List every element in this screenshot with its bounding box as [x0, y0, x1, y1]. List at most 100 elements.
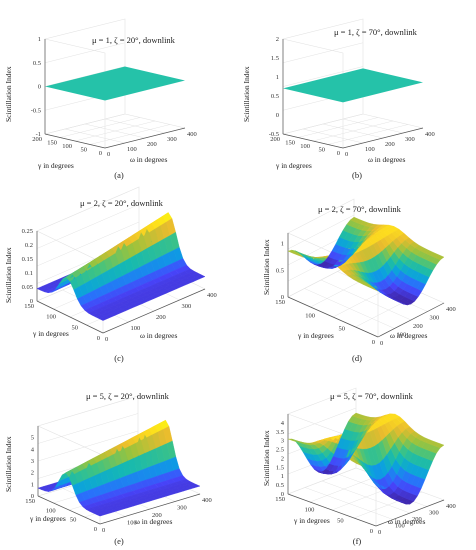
- axis-line: [287, 493, 377, 527]
- grid-line: [104, 118, 166, 134]
- x-tick-label: 200: [156, 314, 166, 321]
- axis-line: [282, 133, 344, 149]
- y-axis-label: γ in degrees: [298, 331, 334, 340]
- x-tick-label: 400: [446, 503, 456, 510]
- grid-line: [37, 413, 139, 444]
- z-tick-label: 2: [31, 470, 34, 477]
- panel-label: (a): [114, 170, 124, 180]
- z-axis-label: Scintillation Index: [242, 66, 251, 122]
- z-tick-label: 0.15: [22, 256, 33, 263]
- tick-labels: 0 0.5 1 0 100 200 300 400 0 50 100 150: [275, 241, 456, 347]
- z-tick-label: 0.25: [22, 228, 33, 235]
- z-tick-label: 1: [281, 241, 284, 248]
- y-tick-label: 0: [97, 335, 100, 342]
- axis-line: [287, 296, 379, 338]
- x-axis-label: ω in degrees: [368, 155, 406, 164]
- z-axis-label: Scintillation Index: [4, 66, 13, 122]
- panel-label: (f): [352, 536, 362, 546]
- panel-e: 0 1 2 3 4 5 0 100 200 300 400 0 50 100 150 μ = 5, ζ = …: [0, 366, 238, 549]
- grid-line: [287, 214, 355, 250]
- x-tick-label: 300: [429, 510, 439, 517]
- grid-line: [74, 120, 156, 142]
- y-tick-label: 200: [270, 136, 280, 143]
- surface-patch: [190, 484, 201, 489]
- z-tick-label: 5: [31, 435, 34, 442]
- axis-line: [44, 133, 106, 149]
- x-tick-label: 300: [430, 315, 440, 322]
- x-tick-label: 100: [127, 146, 137, 153]
- x-tick-label: 0: [102, 527, 105, 534]
- y-tick-label: 150: [285, 140, 295, 147]
- grid-line: [36, 204, 140, 249]
- surface-patch: [434, 254, 445, 261]
- z-tick-label: 0.2: [25, 242, 33, 249]
- z-tick-label: 0.5: [271, 93, 279, 100]
- x-tick-label: 100: [395, 523, 405, 530]
- z-tick-label: 4: [281, 420, 285, 427]
- z-tick-label: 1: [31, 481, 34, 488]
- x-tick-label: 400: [425, 131, 435, 138]
- y-tick-label: 50: [339, 326, 346, 333]
- z-tick-label: 2.5: [276, 447, 284, 454]
- z-tick-label: 2: [276, 36, 279, 43]
- grid-line: [342, 118, 404, 134]
- z-tick-label: 4: [31, 446, 35, 453]
- grid-line: [36, 221, 140, 267]
- surface: [287, 412, 445, 505]
- y-tick-label: 0: [337, 150, 340, 157]
- x-tick-label: 0: [380, 340, 383, 347]
- y-tick-label: 50: [72, 324, 79, 331]
- z-tick-label: -1: [36, 131, 41, 138]
- z-tick-label: 2: [281, 455, 284, 462]
- surface: [283, 68, 423, 103]
- panel-label: (c): [114, 353, 124, 363]
- y-tick-label: 150: [25, 498, 35, 505]
- y-tick-label: 50: [337, 517, 344, 524]
- surface-patch: [195, 274, 206, 280]
- surface-plot-d: 0 0.5 1 0 100 200 300 400 0 50 100 150: [275, 198, 456, 347]
- axis-line: [36, 300, 104, 334]
- panel-a: -1 -0.5 0 0.5 1 0 100 200 300 400 0 50 100 150 200 μ =…: [0, 0, 238, 183]
- y-tick-label: 150: [24, 303, 34, 310]
- axis-line: [375, 499, 445, 527]
- z-tick-label: 0: [31, 493, 34, 500]
- grid-line: [282, 66, 364, 87]
- x-tick-label: 300: [167, 136, 177, 143]
- tick-labels: 0 0.5 1 1.5 22.5 3 3.5 4 0 100 200 300 400 0 50 100 150: [275, 420, 456, 536]
- grid-line: [59, 117, 141, 138]
- z-tick-label: 1: [276, 74, 279, 81]
- y-tick-label: 100: [300, 143, 310, 150]
- z-tick-label: 0.5: [33, 60, 41, 67]
- y-tick-label: 0: [372, 339, 375, 346]
- y-axis-label: γ in degrees: [294, 516, 330, 525]
- panel-c: 0 0.05 0.1 0.15 0.2 0.25 0 100 200 300 400 0 50 100 15…: [0, 183, 238, 366]
- x-tick-label: 0: [345, 151, 348, 158]
- y-tick-label: 100: [305, 507, 315, 514]
- panel-title: μ = 2, ζ = 20°, downlink: [80, 198, 163, 208]
- z-tick-label: 0.5: [276, 482, 284, 489]
- x-axis-label: ω in degrees: [130, 155, 168, 164]
- x-tick-label: 100: [131, 325, 141, 332]
- x-tick-label: 100: [365, 146, 375, 153]
- z-tick-label: -0.5: [269, 131, 279, 138]
- surface-patch: [45, 66, 185, 101]
- x-axis-label: ω in degrees: [390, 331, 428, 340]
- z-tick-label: 0.05: [22, 284, 33, 291]
- panel-title: μ = 1, ζ = 20°, downlink: [92, 35, 175, 45]
- grid-line: [37, 430, 139, 462]
- panel-label: (b): [352, 170, 362, 180]
- z-tick-label: 0: [281, 491, 284, 498]
- y-tick-label: 50: [81, 147, 88, 154]
- panel-title: μ = 5, ζ = 70°, downlink: [330, 391, 413, 401]
- z-tick-label: 3: [31, 458, 34, 465]
- surface-patch: [283, 68, 423, 103]
- z-tick-label: 0: [276, 112, 279, 119]
- z-axis-label: Scintillation Index: [262, 430, 271, 486]
- z-tick-label: 0: [281, 294, 284, 301]
- surface: [37, 419, 201, 517]
- z-tick-label: 0.5: [276, 267, 284, 274]
- x-tick-label: 300: [182, 303, 192, 310]
- x-tick-label: 400: [446, 306, 456, 313]
- panel-f: 0 0.5 1 1.5 2 2.5 3 3.5 4 0 100 200 300 400 0 50 100 150 …: [238, 366, 476, 549]
